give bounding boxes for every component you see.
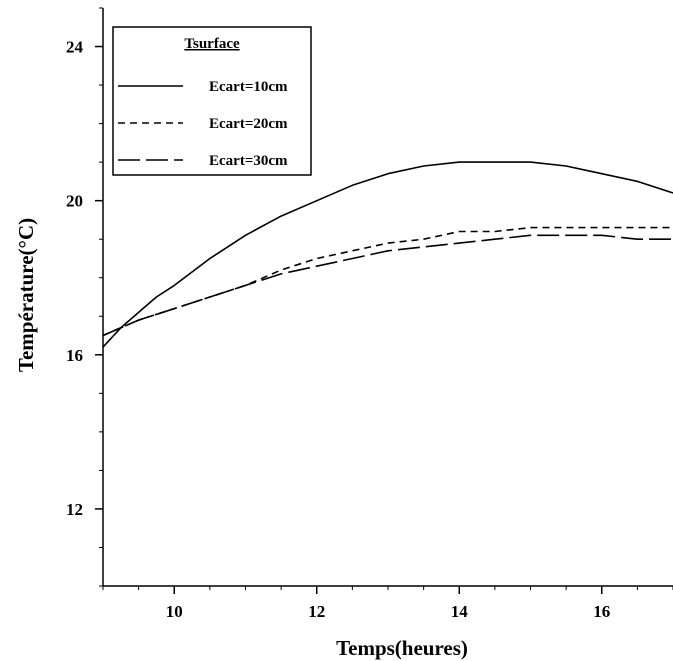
y-tick-label: 16 bbox=[66, 346, 83, 365]
x-tick-label: 14 bbox=[451, 602, 469, 621]
x-tick-label: 12 bbox=[308, 602, 325, 621]
y-tick-label: 24 bbox=[66, 38, 84, 57]
x-tick-label: 10 bbox=[166, 602, 183, 621]
x-tick-label: 16 bbox=[593, 602, 610, 621]
legend-box bbox=[112, 26, 312, 176]
legend: Tsurface Ecart=10cm Ecart=20cm Ecart=30cm bbox=[112, 26, 312, 176]
y-tick-label: 20 bbox=[66, 192, 83, 211]
series-line-3 bbox=[103, 234, 673, 337]
axis-layer: 10 12 14 16 12 16 20 24 bbox=[66, 7, 673, 621]
legend-label-1: Ecart=10cm bbox=[209, 79, 288, 95]
y-axis-title: Température(°C) bbox=[14, 218, 38, 372]
legend-title: Tsurface bbox=[184, 36, 240, 52]
plot-layer bbox=[103, 161, 673, 348]
series-line-1 bbox=[103, 161, 673, 348]
x-axis-title: Temps(heures) bbox=[336, 636, 468, 660]
legend-label-3: Ecart=30cm bbox=[209, 153, 288, 169]
legend-label-2: Ecart=20cm bbox=[209, 116, 288, 132]
y-tick-label: 12 bbox=[66, 500, 83, 519]
series-line-2 bbox=[103, 226, 673, 337]
